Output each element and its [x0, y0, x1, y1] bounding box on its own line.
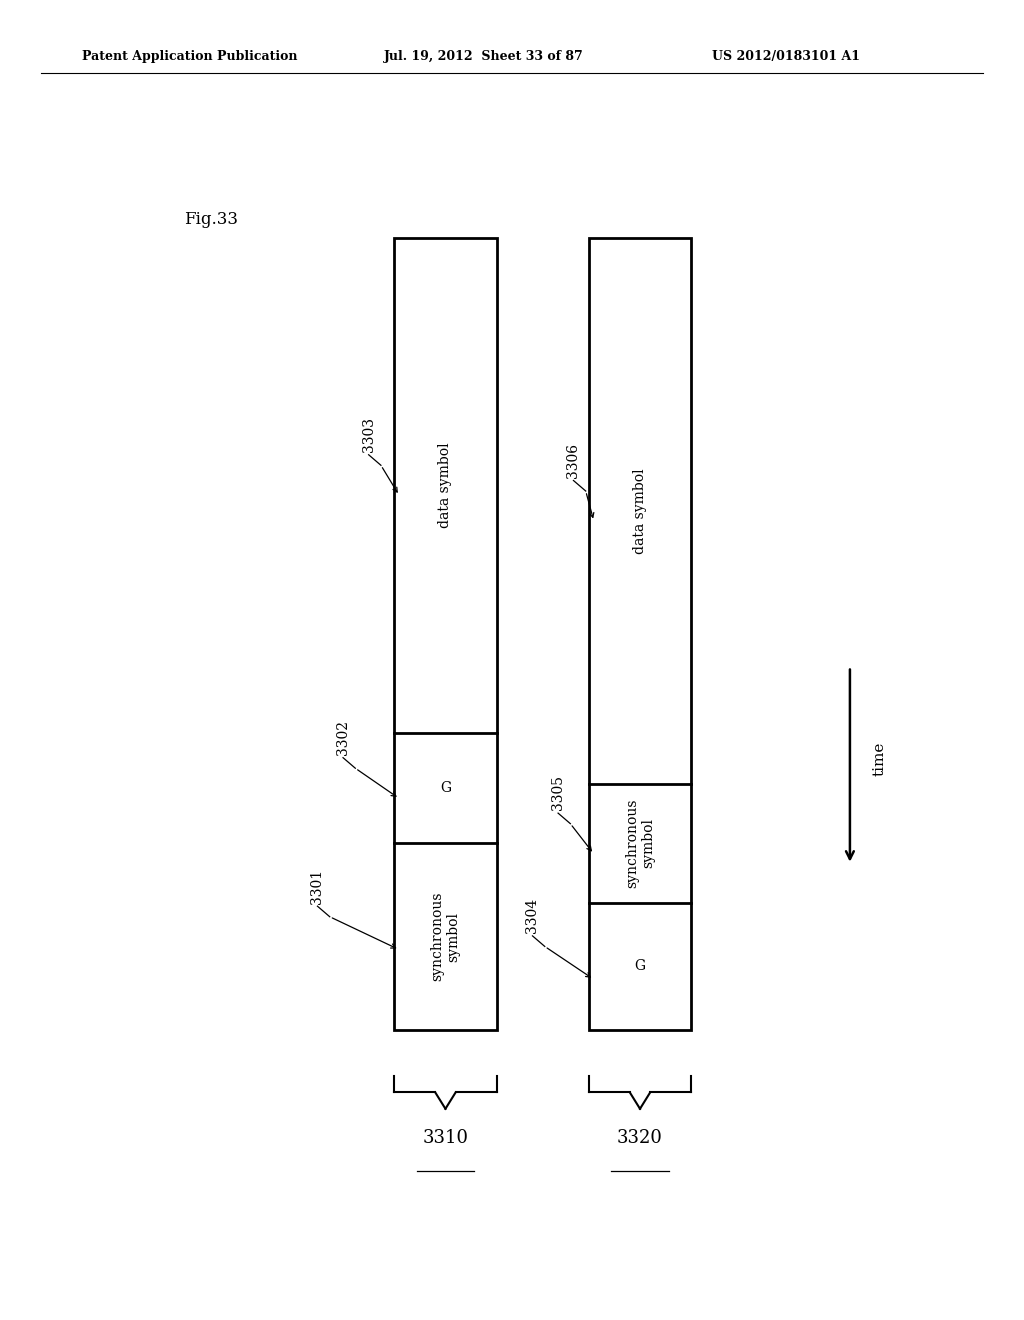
Text: 3302: 3302: [336, 719, 350, 755]
Text: 3310: 3310: [423, 1129, 468, 1147]
Text: US 2012/0183101 A1: US 2012/0183101 A1: [712, 50, 860, 63]
Text: 3306: 3306: [566, 442, 581, 478]
Bar: [589, 238, 691, 1030]
Text: 3305: 3305: [551, 775, 565, 810]
Text: synchronous
symbol: synchronous symbol: [625, 799, 655, 888]
Text: G: G: [635, 960, 645, 973]
Text: data symbol: data symbol: [438, 442, 453, 528]
Text: G: G: [440, 781, 451, 795]
Text: data symbol: data symbol: [633, 469, 647, 553]
Text: 3304: 3304: [525, 898, 540, 933]
Text: time: time: [872, 742, 887, 776]
Text: Fig.33: Fig.33: [184, 211, 239, 228]
Text: 3303: 3303: [361, 417, 376, 451]
Text: Jul. 19, 2012  Sheet 33 of 87: Jul. 19, 2012 Sheet 33 of 87: [384, 50, 584, 63]
Text: synchronous
symbol: synchronous symbol: [430, 892, 461, 981]
Text: 3320: 3320: [617, 1129, 663, 1147]
Bar: [394, 238, 497, 1030]
Text: 3301: 3301: [310, 869, 325, 903]
Text: Patent Application Publication: Patent Application Publication: [82, 50, 297, 63]
